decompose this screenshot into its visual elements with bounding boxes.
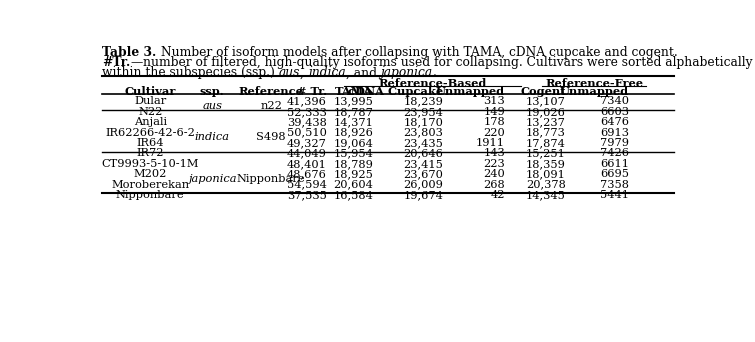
Text: 13,107: 13,107 <box>525 96 565 106</box>
Text: within the subspecies (ssp.): within the subspecies (ssp.) <box>102 66 279 79</box>
Text: 50,510: 50,510 <box>287 128 327 138</box>
Text: 7340: 7340 <box>600 96 629 106</box>
Text: 15,954: 15,954 <box>334 148 374 158</box>
Text: Unmapped: Unmapped <box>436 87 505 97</box>
Text: 15,251: 15,251 <box>525 148 565 158</box>
Text: 20,646: 20,646 <box>403 148 443 158</box>
Text: 23,415: 23,415 <box>403 159 443 169</box>
Text: Dular: Dular <box>134 96 166 106</box>
Text: M202: M202 <box>134 169 167 179</box>
Text: IR64: IR64 <box>137 138 164 148</box>
Text: 18,170: 18,170 <box>403 117 443 127</box>
Text: 18,239: 18,239 <box>403 96 443 106</box>
Text: Table 3.: Table 3. <box>102 47 161 60</box>
Text: 23,803: 23,803 <box>403 128 443 138</box>
Text: indica: indica <box>308 66 346 79</box>
Text: 42: 42 <box>491 190 505 200</box>
Text: 268: 268 <box>483 180 505 190</box>
Text: 41,396: 41,396 <box>287 96 327 106</box>
Text: 18,359: 18,359 <box>525 159 565 169</box>
Text: 48,401: 48,401 <box>287 159 327 169</box>
Text: TAMA: TAMA <box>335 87 374 97</box>
Text: 18,787: 18,787 <box>334 107 374 117</box>
Text: 18,773: 18,773 <box>525 128 565 138</box>
Text: 18,926: 18,926 <box>334 128 374 138</box>
Text: 19,026: 19,026 <box>525 107 565 117</box>
Text: —: — <box>131 56 143 69</box>
Text: 313: 313 <box>483 96 505 106</box>
Text: aus: aus <box>202 101 222 111</box>
Text: 6476: 6476 <box>600 117 629 127</box>
Text: 6611: 6611 <box>600 159 629 169</box>
Text: 52,333: 52,333 <box>287 107 327 117</box>
Text: #Tr.: #Tr. <box>102 56 131 69</box>
Text: Cultivar: Cultivar <box>125 87 176 97</box>
Text: IR62266-42-6-2: IR62266-42-6-2 <box>105 128 195 138</box>
Text: N22: N22 <box>138 107 162 117</box>
Text: Reference-Free: Reference-Free <box>545 78 643 89</box>
Text: indica: indica <box>195 132 230 142</box>
Text: japonica: japonica <box>188 174 236 184</box>
Text: Reference: Reference <box>239 87 304 97</box>
Text: # Tr.: # Tr. <box>297 87 327 97</box>
Text: 49,327: 49,327 <box>287 138 327 148</box>
Text: 18,789: 18,789 <box>334 159 374 169</box>
Text: 23,954: 23,954 <box>403 107 443 117</box>
Text: Nipponbare: Nipponbare <box>116 190 184 200</box>
Text: 18,091: 18,091 <box>525 169 565 179</box>
Text: 13,237: 13,237 <box>525 117 565 127</box>
Text: 13,995: 13,995 <box>334 96 374 106</box>
Text: 7426: 7426 <box>600 148 629 158</box>
Text: 39,438: 39,438 <box>287 117 327 127</box>
Text: .: . <box>433 66 436 79</box>
Text: 223: 223 <box>483 159 505 169</box>
Text: 6695: 6695 <box>600 169 629 179</box>
Text: IR72: IR72 <box>137 148 164 158</box>
Text: 220: 220 <box>483 128 505 138</box>
Text: japonica: japonica <box>381 66 433 79</box>
Text: 143: 143 <box>483 148 505 158</box>
Text: 6603: 6603 <box>600 107 629 117</box>
Text: 17,874: 17,874 <box>525 138 565 148</box>
Text: S498: S498 <box>256 132 286 142</box>
Text: 1911: 1911 <box>476 138 505 148</box>
Text: 14,345: 14,345 <box>525 190 565 200</box>
Text: 18,925: 18,925 <box>334 169 374 179</box>
Text: Reference-Based: Reference-Based <box>378 78 486 89</box>
Text: aus: aus <box>279 66 300 79</box>
Text: 54,594: 54,594 <box>287 180 327 190</box>
Text: 7358: 7358 <box>600 180 629 190</box>
Text: 23,670: 23,670 <box>403 169 443 179</box>
Text: cDNA Cupcake: cDNA Cupcake <box>348 87 443 97</box>
Text: 44,049: 44,049 <box>287 148 327 158</box>
Text: 7979: 7979 <box>600 138 629 148</box>
Text: 23,435: 23,435 <box>403 138 443 148</box>
Text: 240: 240 <box>483 169 505 179</box>
Text: 26,009: 26,009 <box>403 180 443 190</box>
Text: n22: n22 <box>260 101 282 111</box>
Text: Number of isoform models after collapsing with TAMA, cDNA cupcake and cogent.: Number of isoform models after collapsin… <box>161 47 677 60</box>
Text: CT9993-5-10-1M: CT9993-5-10-1M <box>101 159 199 169</box>
Text: Moroberekan: Moroberekan <box>111 180 190 190</box>
Text: 6913: 6913 <box>600 128 629 138</box>
Text: 20,378: 20,378 <box>525 180 565 190</box>
Text: 14,371: 14,371 <box>334 117 374 127</box>
Text: , and: , and <box>346 66 381 79</box>
Text: Unmapped: Unmapped <box>560 87 629 97</box>
Text: 5441: 5441 <box>600 190 629 200</box>
Text: 19,064: 19,064 <box>334 138 374 148</box>
Text: ,: , <box>300 66 308 79</box>
Text: 149: 149 <box>483 107 505 117</box>
Text: Cogent: Cogent <box>520 87 565 97</box>
Text: number of filtered, high-quality isoforms used for collapsing. Cultivars were so: number of filtered, high-quality isoform… <box>143 56 752 69</box>
Text: 37,535: 37,535 <box>287 190 327 200</box>
Text: Nipponbare: Nipponbare <box>237 174 305 184</box>
Text: 16,584: 16,584 <box>334 190 374 200</box>
Text: 20,604: 20,604 <box>334 180 374 190</box>
Text: 48,676: 48,676 <box>287 169 327 179</box>
Text: 178: 178 <box>483 117 505 127</box>
Text: Anjali: Anjali <box>134 117 167 127</box>
Text: 19,674: 19,674 <box>403 190 443 200</box>
Text: ssp.: ssp. <box>200 87 224 97</box>
